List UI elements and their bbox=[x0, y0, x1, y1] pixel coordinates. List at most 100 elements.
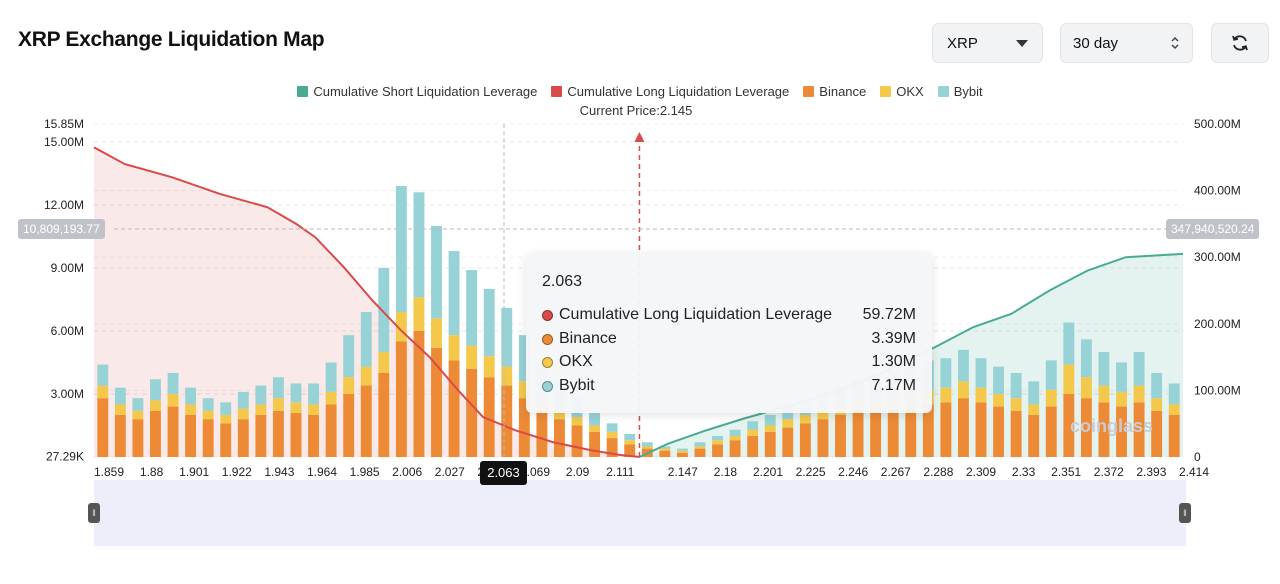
bar-binance bbox=[712, 444, 723, 457]
bar-bybit bbox=[1063, 322, 1075, 365]
bar-bybit bbox=[747, 421, 759, 430]
bar-binance bbox=[922, 404, 934, 457]
refresh-icon bbox=[1232, 35, 1248, 51]
y-left-tick-label: 6.00M bbox=[51, 324, 84, 338]
x-tick-label: 2.225 bbox=[796, 465, 826, 479]
bar-bybit bbox=[712, 435, 723, 441]
bar-bybit bbox=[360, 312, 372, 367]
chevron-down-icon bbox=[1016, 39, 1028, 47]
bar-binance bbox=[1010, 410, 1022, 457]
bar-bybit bbox=[589, 412, 601, 426]
x-tick-label: 2.027 bbox=[435, 465, 465, 479]
tooltip-dot-okx bbox=[542, 356, 553, 368]
bar-binance bbox=[343, 393, 355, 457]
bar-okx bbox=[466, 345, 478, 369]
bar-binance bbox=[747, 435, 759, 457]
x-tick-label: 1.985 bbox=[350, 465, 380, 479]
bar-okx bbox=[97, 385, 109, 399]
legend-item-short[interactable]: Cumulative Short Liquidation Leverage bbox=[297, 84, 537, 99]
bar-binance bbox=[518, 398, 530, 457]
bar-bybit bbox=[1045, 360, 1057, 390]
bar-binance bbox=[237, 419, 249, 457]
bar-binance bbox=[1116, 406, 1127, 457]
bar-binance bbox=[325, 404, 337, 457]
y-right-tick-label: 300.00M bbox=[1194, 250, 1241, 264]
bar-binance bbox=[431, 347, 442, 457]
bar-okx bbox=[729, 435, 741, 441]
y-left-tick-label: 12.00M bbox=[44, 198, 84, 212]
legend-swatch-okx bbox=[880, 86, 892, 97]
bar-bybit bbox=[395, 185, 407, 313]
range-select-value: 30 day bbox=[1073, 34, 1119, 52]
bar-bybit bbox=[993, 366, 1005, 394]
sort-arrows-icon bbox=[1171, 36, 1179, 50]
legend-label-short: Cumulative Short Liquidation Leverage bbox=[313, 84, 538, 99]
bar-okx bbox=[975, 387, 987, 403]
bar-binance bbox=[185, 414, 197, 457]
bar-binance bbox=[993, 406, 1005, 457]
bar-bybit bbox=[1080, 339, 1092, 378]
bar-okx bbox=[1098, 385, 1110, 403]
bar-binance bbox=[729, 440, 741, 457]
refresh-button[interactable] bbox=[1211, 23, 1269, 63]
bar-okx bbox=[431, 318, 442, 348]
bar-binance bbox=[957, 398, 969, 457]
bar-bybit bbox=[1010, 372, 1022, 399]
bar-bybit bbox=[940, 358, 952, 388]
bar-binance bbox=[466, 368, 478, 457]
bar-binance bbox=[536, 410, 548, 457]
tooltip-value-okx: 1.30M bbox=[871, 353, 916, 370]
x-tick-label: 2.414 bbox=[1179, 465, 1209, 479]
x-tick-label: 2.147 bbox=[668, 465, 698, 479]
bar-bybit bbox=[641, 442, 653, 447]
bar-bybit bbox=[1168, 383, 1180, 405]
bar-binance bbox=[501, 385, 513, 457]
bar-binance bbox=[694, 448, 706, 457]
bar-binance bbox=[1098, 402, 1110, 457]
bar-binance bbox=[132, 419, 144, 457]
bar-binance bbox=[571, 425, 583, 457]
bar-binance bbox=[483, 377, 495, 457]
bar-bybit bbox=[1116, 362, 1127, 392]
bar-binance bbox=[308, 414, 320, 457]
bar-binance bbox=[413, 330, 425, 457]
y-left-tick-label: 15.85M bbox=[44, 117, 84, 131]
bar-okx bbox=[167, 393, 179, 407]
bar-binance bbox=[624, 444, 636, 457]
bar-binance bbox=[378, 372, 390, 457]
bar-bybit bbox=[290, 383, 302, 403]
range-navigator[interactable] bbox=[94, 480, 1186, 546]
bar-binance bbox=[167, 406, 179, 457]
bar-binance bbox=[1080, 398, 1092, 457]
navigator-right-handle[interactable]: ǁ bbox=[1179, 503, 1191, 523]
legend-item-bybit[interactable]: Bybit bbox=[937, 84, 983, 99]
bar-okx bbox=[272, 398, 284, 411]
bar-okx bbox=[764, 425, 776, 432]
bar-okx bbox=[676, 450, 688, 453]
x-tick-label: 2.267 bbox=[881, 465, 911, 479]
bar-okx bbox=[589, 425, 601, 432]
legend-item-long[interactable]: Cumulative Long Liquidation Leverage bbox=[551, 84, 789, 99]
bar-binance bbox=[220, 423, 232, 457]
bar-binance bbox=[1133, 402, 1145, 457]
bar-binance bbox=[782, 427, 794, 457]
navigator-left-handle[interactable]: ǁ bbox=[88, 503, 100, 523]
tooltip-dot-bybit bbox=[542, 380, 553, 392]
bar-binance bbox=[290, 412, 302, 457]
bar-okx bbox=[993, 393, 1005, 407]
legend-item-okx[interactable]: OKX bbox=[880, 84, 924, 99]
bar-bybit bbox=[308, 383, 320, 405]
bar-bybit bbox=[378, 267, 390, 352]
bar-okx bbox=[255, 404, 267, 415]
tooltip-dot-long bbox=[542, 309, 553, 321]
x-tick-label: 2.372 bbox=[1094, 465, 1124, 479]
bar-binance bbox=[360, 385, 372, 457]
legend-item-binance[interactable]: Binance bbox=[803, 84, 866, 99]
bar-okx bbox=[1063, 364, 1075, 394]
long-area bbox=[94, 147, 640, 457]
bar-bybit bbox=[957, 349, 969, 382]
coin-select[interactable]: XRP bbox=[932, 23, 1043, 63]
bar-bybit bbox=[237, 391, 249, 409]
coin-select-value: XRP bbox=[947, 34, 978, 52]
range-select[interactable]: 30 day bbox=[1060, 23, 1193, 63]
